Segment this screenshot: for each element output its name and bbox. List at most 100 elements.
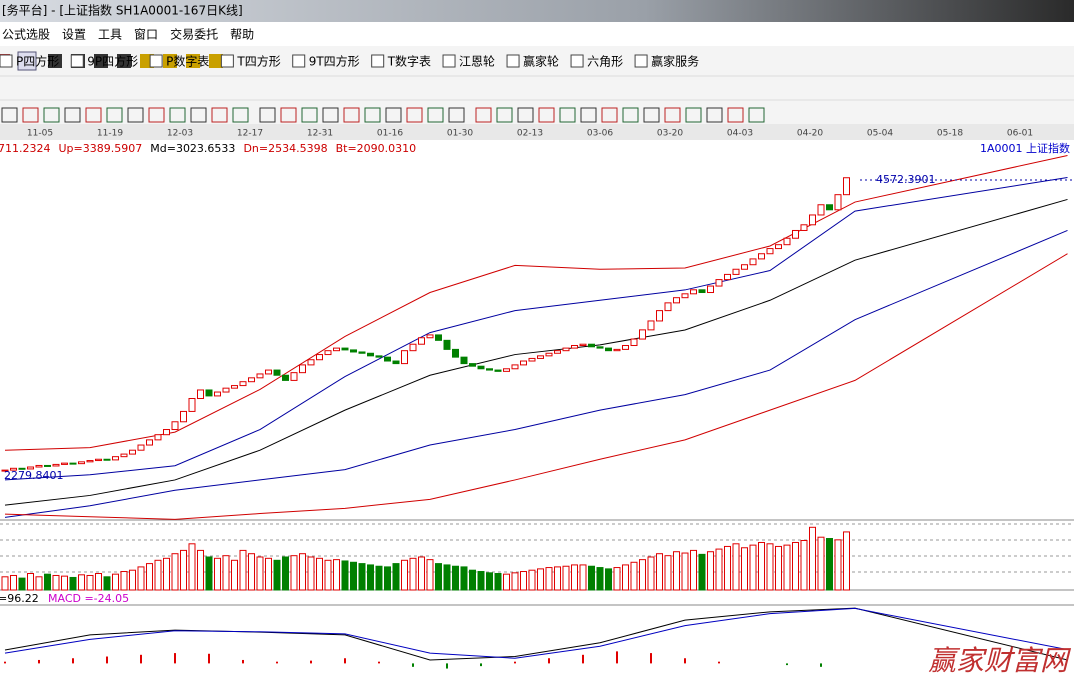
volume-bar	[656, 553, 663, 591]
candle	[817, 204, 825, 216]
tool-icon[interactable]	[427, 107, 444, 123]
volume-bar	[299, 553, 306, 591]
band-line	[4, 253, 1068, 520]
tool-icon[interactable]	[1, 107, 18, 123]
tool-icon[interactable]	[685, 107, 702, 123]
tool-icon[interactable]	[322, 107, 339, 123]
candle	[486, 368, 493, 371]
candle	[52, 463, 60, 467]
tool-icon[interactable]	[85, 107, 102, 123]
tool-icon[interactable]	[186, 54, 200, 68]
volume-bar	[715, 548, 723, 591]
candle	[698, 289, 706, 294]
volume-bar	[1, 576, 9, 591]
tool-icon[interactable]	[506, 54, 520, 68]
tool-icon[interactable]	[406, 107, 423, 123]
menu-item[interactable]: 窗口	[134, 28, 158, 42]
candle	[401, 350, 408, 365]
tool-icon[interactable]	[559, 107, 576, 123]
tool-icon[interactable]	[280, 107, 297, 123]
tool-icon[interactable]	[448, 107, 465, 123]
tool-icon[interactable]	[343, 107, 360, 123]
tool-icon[interactable]	[622, 107, 639, 123]
tool-icon[interactable]	[727, 107, 744, 123]
tool-icon[interactable]	[211, 107, 228, 123]
tool-icon[interactable]	[385, 107, 402, 123]
tool-icon[interactable]	[190, 107, 207, 123]
toolbar-button[interactable]: P四方形	[16, 54, 59, 69]
tool-icon[interactable]	[64, 107, 81, 123]
volume-bar	[129, 569, 136, 591]
volume-bar	[333, 559, 340, 591]
tool-icon[interactable]	[232, 107, 249, 123]
tool-icon[interactable]	[570, 54, 584, 68]
tool-icon[interactable]	[209, 54, 223, 68]
toolbar-button[interactable]: 9P四方形	[87, 54, 138, 69]
toolbar-button[interactable]: 赢家轮	[523, 54, 559, 69]
tool-icon[interactable]	[748, 107, 765, 123]
candle	[800, 224, 808, 231]
volume-bar	[681, 552, 689, 591]
date-label: 12-17	[237, 129, 263, 139]
tool-icon[interactable]	[292, 54, 306, 68]
tool-icon[interactable]	[127, 107, 144, 123]
tool-icon[interactable]	[364, 107, 381, 123]
candle	[171, 421, 179, 431]
volume-bar	[579, 564, 587, 591]
menu-item[interactable]: 帮助	[230, 28, 254, 42]
date-label: 11-05	[27, 129, 53, 139]
tool-icon[interactable]	[106, 107, 123, 123]
tool-icon[interactable]	[634, 54, 648, 68]
tool-icon[interactable]	[580, 107, 597, 123]
volume-bar	[766, 543, 774, 591]
tool-icon[interactable]	[117, 54, 131, 68]
toolbar-button[interactable]: T四方形	[236, 54, 280, 69]
tool-icon[interactable]	[301, 107, 318, 123]
tool-icon[interactable]	[163, 54, 177, 68]
tool-icon[interactable]	[538, 107, 555, 123]
tool-icon[interactable]	[43, 107, 60, 123]
candle	[154, 434, 162, 441]
tool-icon[interactable]	[601, 107, 618, 123]
candle	[282, 374, 289, 381]
candle	[732, 268, 740, 275]
tool-icon[interactable]	[169, 107, 186, 123]
tool-icon[interactable]	[94, 54, 108, 68]
tool-icon[interactable]	[371, 54, 385, 68]
tool-icon[interactable]	[220, 54, 234, 68]
symbol-label: 1A0001 上证指数	[980, 141, 1070, 155]
tool-icon[interactable]	[259, 107, 276, 123]
menu-item[interactable]: 公式选股	[2, 28, 50, 42]
tool-icon[interactable]	[0, 54, 13, 68]
date-label: 03-20	[657, 129, 683, 139]
tool-icon[interactable]	[48, 54, 62, 68]
tool-icon[interactable]	[496, 107, 513, 123]
menu-item[interactable]: 设置	[62, 28, 86, 42]
candle	[112, 456, 119, 461]
candle	[248, 377, 255, 383]
tool-icon[interactable]	[22, 107, 39, 123]
menu-item[interactable]: 交易委托	[170, 27, 218, 42]
tool-icon[interactable]	[148, 107, 165, 123]
volume-bar	[664, 555, 672, 591]
candle	[350, 349, 357, 353]
tool-icon[interactable]	[149, 54, 163, 68]
tool-icon[interactable]	[517, 107, 534, 123]
tool-icon[interactable]	[643, 107, 660, 123]
toolbar-button[interactable]: 江恩轮	[459, 55, 495, 69]
tool-icon[interactable]	[475, 107, 492, 123]
toolbar-button[interactable]: P数字表	[166, 54, 209, 69]
tool-icon[interactable]	[664, 107, 681, 123]
tool-icon[interactable]	[70, 54, 84, 68]
toolbar-button[interactable]: 六角形	[587, 55, 623, 69]
candle	[758, 253, 765, 260]
toolbar-button[interactable]: T数字表	[387, 54, 431, 69]
toolbar-button[interactable]: 赢家服务	[651, 54, 699, 69]
toolbar-button[interactable]: 9T四方形	[309, 54, 360, 69]
tool-icon[interactable]	[442, 54, 456, 68]
date-label: 04-20	[797, 129, 823, 139]
tool-icon[interactable]	[706, 107, 723, 123]
date-label: 02-13	[517, 129, 543, 139]
volume-bar	[537, 568, 544, 591]
menu-item[interactable]: 工具	[98, 28, 122, 42]
